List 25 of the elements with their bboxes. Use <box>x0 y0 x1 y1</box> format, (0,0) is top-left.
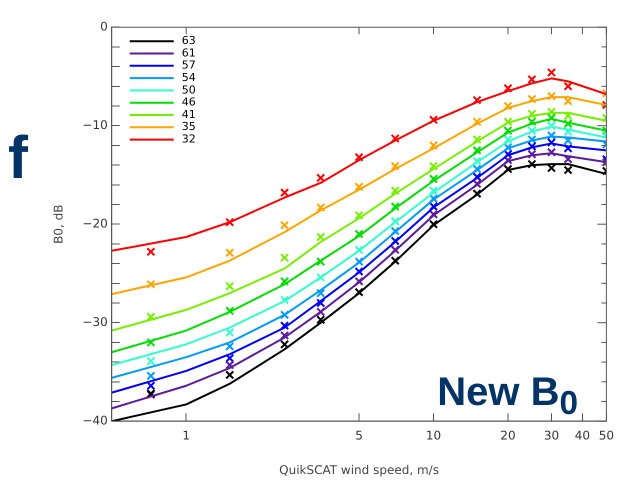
y-axis-title: B0, dB <box>51 204 66 244</box>
x-tick-label: 50 <box>598 428 614 443</box>
y-tick-label: −40 <box>82 413 108 428</box>
legend-label: 54 <box>182 70 196 84</box>
x-tick-label: 40 <box>574 428 590 443</box>
legend-label: 61 <box>182 46 196 60</box>
x-tick-label: 30 <box>544 428 560 443</box>
x-axis-title: QuikSCAT wind speed, m/s <box>279 462 439 477</box>
x-tick-label: 1 <box>182 428 190 443</box>
legend-label: 32 <box>182 132 196 146</box>
y-tick-label: −30 <box>82 314 108 329</box>
x-tick-label: 10 <box>426 428 442 443</box>
legend-label: 50 <box>182 83 196 96</box>
y-tick-label: 0 <box>100 19 108 34</box>
legend-label: 63 <box>182 34 196 48</box>
annotation: New B$_{0}$ <box>437 370 578 422</box>
legend-label: 41 <box>182 108 196 121</box>
x-tick-label: 5 <box>355 428 363 443</box>
y-tick-label: −10 <box>82 118 108 132</box>
x-tick-label: 20 <box>500 428 516 443</box>
legend-label: 57 <box>182 58 196 72</box>
legend-label: 46 <box>182 96 196 109</box>
text: f <box>8 124 28 191</box>
legend-label: 35 <box>182 120 196 134</box>
y-tick-label: −20 <box>82 216 108 230</box>
